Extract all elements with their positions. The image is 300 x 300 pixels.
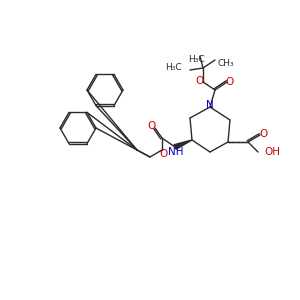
Polygon shape — [174, 140, 192, 149]
Text: CH₃: CH₃ — [217, 58, 234, 68]
Text: O: O — [260, 129, 268, 139]
Text: O: O — [147, 121, 155, 131]
Text: O: O — [195, 76, 203, 86]
Text: O: O — [160, 149, 168, 159]
Text: N: N — [206, 100, 214, 110]
Text: H₃C: H₃C — [165, 64, 182, 73]
Text: H₃C: H₃C — [188, 55, 204, 64]
Text: NH: NH — [168, 147, 184, 157]
Text: OH: OH — [264, 147, 280, 157]
Text: O: O — [225, 77, 233, 87]
